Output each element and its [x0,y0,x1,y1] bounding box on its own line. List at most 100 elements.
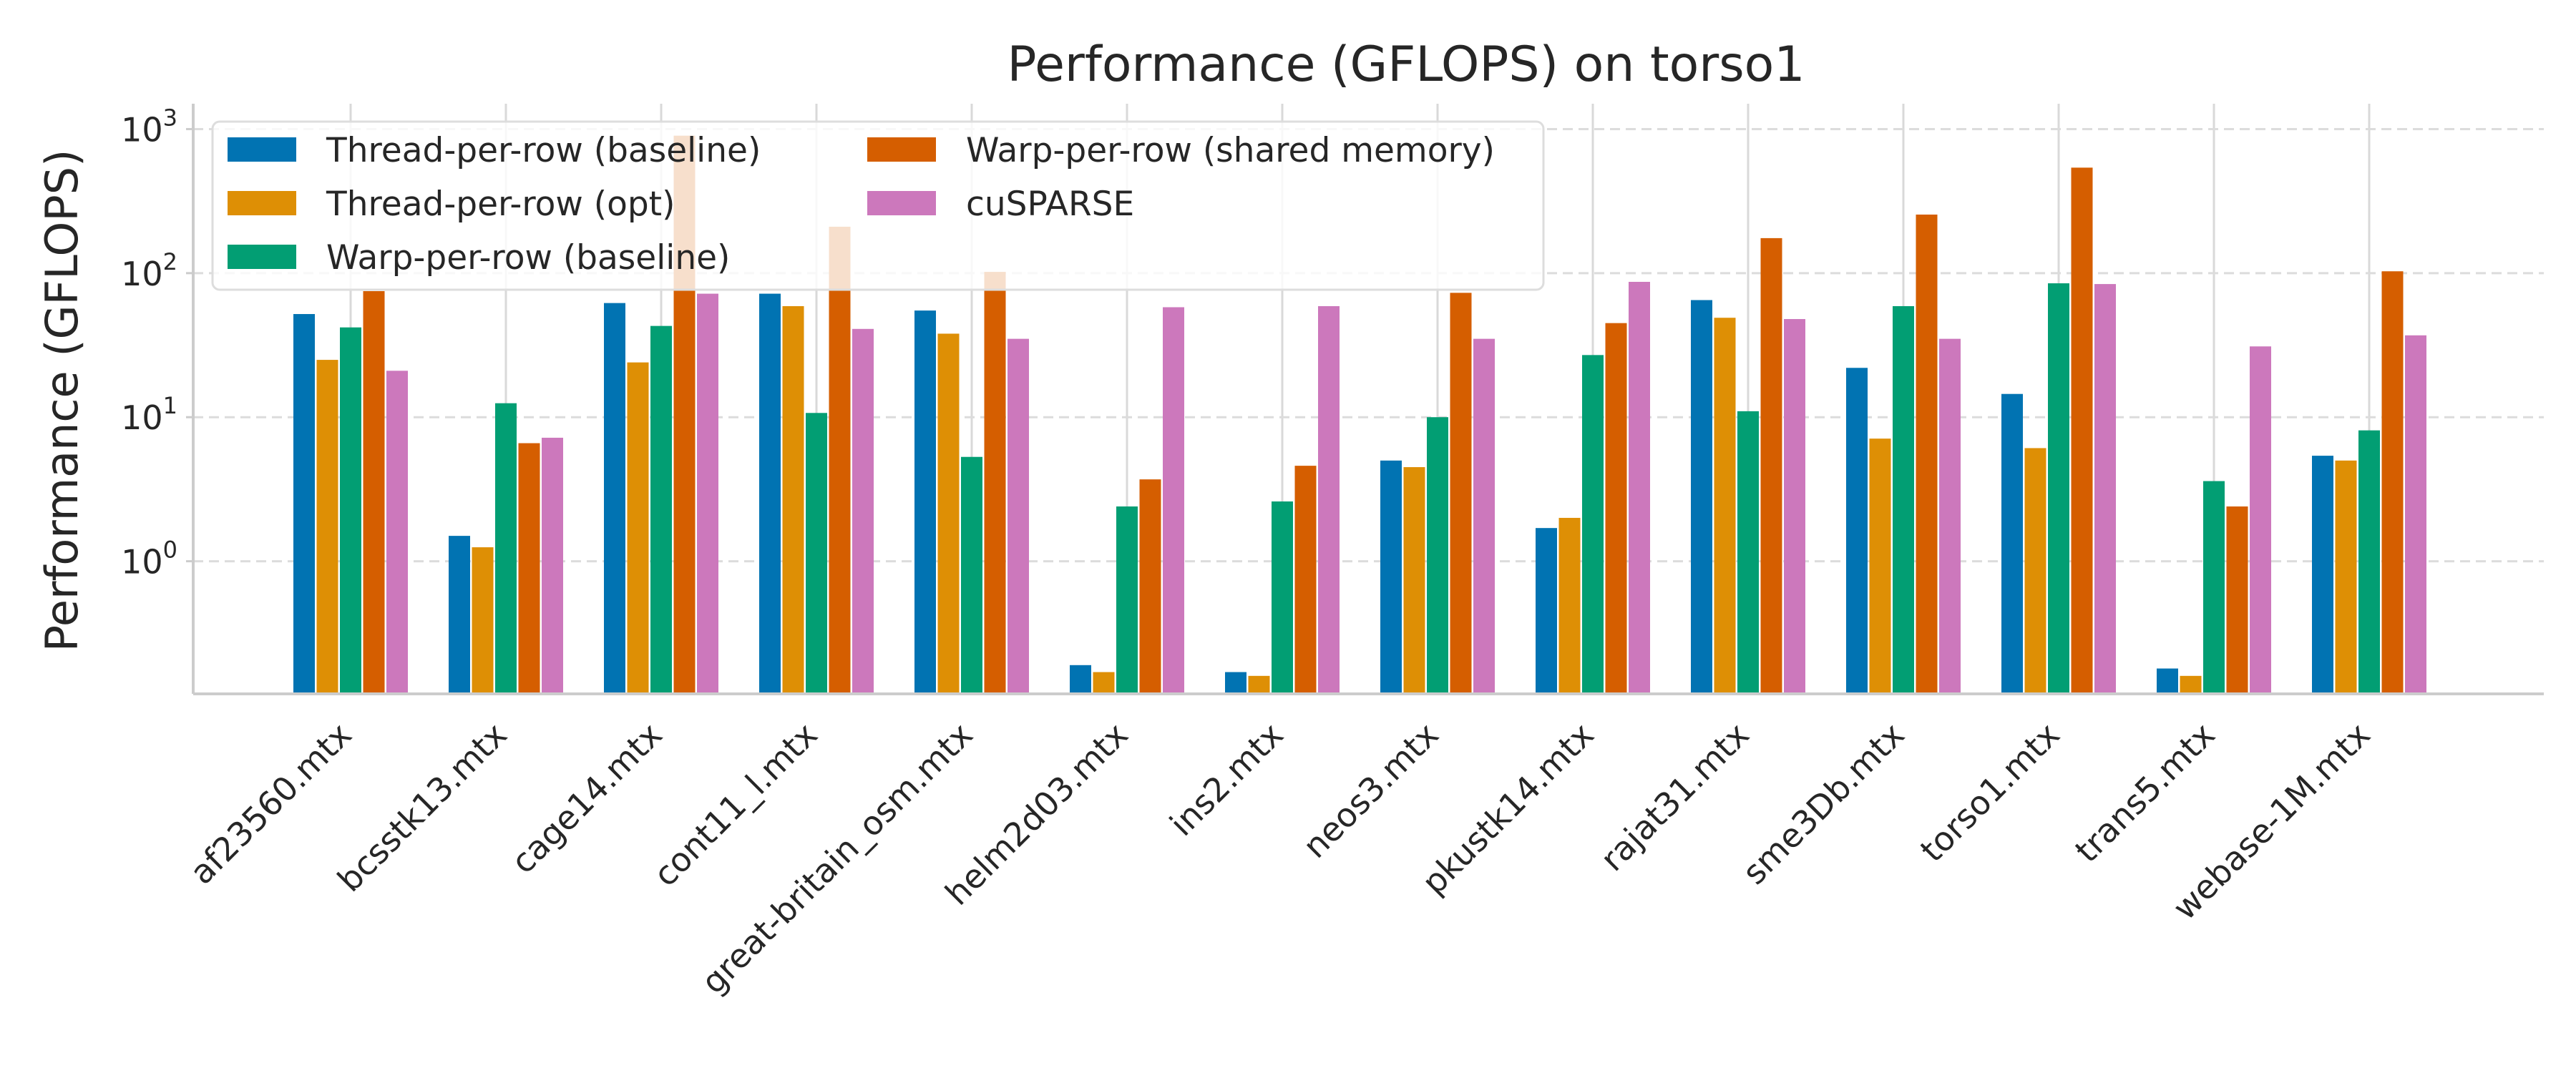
bar [984,272,1006,694]
bar [961,456,982,694]
bar [1070,665,1091,694]
legend: Thread-per-row (baseline) Thread-per-row … [211,120,1545,291]
bar [697,293,718,694]
bar [542,437,563,694]
bar [1846,368,1868,694]
bar [852,328,874,694]
bar [1582,355,1604,694]
x-tick-label: cage14.mtx [504,715,670,881]
legend-swatch [228,191,296,215]
x-tick-label: af23560.mtx [182,715,359,892]
y-axis-label: Performance (GFLOPS) [36,150,88,652]
legend-swatch [867,137,936,162]
bar [829,226,851,694]
bar [914,310,936,694]
bar [2024,448,2046,694]
x-tick-label: great-britain_osm.mtx [694,715,980,1001]
bar [2180,675,2202,694]
bar [2312,456,2333,694]
legend-label: Warp-per-row (baseline) [326,238,730,278]
bar [2358,430,2380,694]
y-tick-label: 103 [121,104,177,149]
bar [1380,460,1402,694]
bar [1916,214,1938,695]
axes-layer [186,104,2544,695]
bar [316,360,338,694]
bar [1294,466,1317,694]
bar [495,403,517,694]
bar [293,314,315,694]
legend-label: cuSPARSE [966,185,1134,224]
bar [1737,411,1759,694]
legend-swatch [228,137,296,162]
bar [2094,284,2116,694]
bar [1225,672,1246,694]
bar [1869,438,1891,694]
bar [1139,479,1161,694]
chart-title: Performance (GFLOPS) on torso1 [1008,36,1805,93]
bar [2250,346,2271,694]
bar [1605,323,1627,694]
x-tick-label: sme3Db.mtx [1735,715,1912,892]
bar [806,413,827,694]
bar [627,362,649,694]
bar [1008,338,1029,694]
bar [1939,338,1961,694]
bar [386,371,408,694]
y-tick-label: 101 [121,392,177,437]
bar [2335,460,2357,694]
bar [1558,517,1581,694]
legend-swatch [867,191,936,215]
bar [1163,307,1184,694]
bar [1536,528,1557,694]
bar [1272,501,1293,694]
bar [449,536,470,694]
legend-swatch [228,245,296,269]
bar [472,547,494,694]
bar [2048,283,2069,694]
bar [518,443,540,694]
bar [363,290,385,694]
bar [1318,305,1340,694]
bar [782,305,804,694]
bar [2381,271,2404,694]
x-tick-label: neos3.mtx [1295,715,1445,866]
legend-label: Warp-per-row (shared memory) [966,131,1495,170]
bar [1427,417,1448,694]
bar [340,327,361,695]
bar [937,333,960,694]
bar [1403,467,1425,694]
x-tick-label: ins2.mtx [1162,715,1291,844]
x-tick-label: trans5.mtx [2067,715,2223,871]
bar [759,293,781,694]
bar [1714,318,1736,694]
bar [2405,335,2426,694]
bar [2001,393,2023,694]
y-tick-label: 100 [121,536,177,582]
y-tick-labels: 100 101 102 103 [121,104,177,581]
y-tick-label: 102 [121,248,177,293]
bar [2226,506,2248,694]
bar [604,303,625,695]
bar [1629,282,1650,694]
bar [1093,672,1115,694]
bar [1116,506,1138,694]
x-tick-label: cont11_l.mtx [646,715,825,894]
x-tick-label: rajat31.mtx [1593,715,1757,879]
bar [1450,293,1472,694]
legend-label: Thread-per-row (opt) [326,185,675,224]
bar [2203,481,2225,694]
bar [2157,668,2178,694]
x-tick-labels: af23560.mtxbcsstk13.mtxcage14.mtxcont11_… [182,715,2378,1001]
bar [1248,675,1270,694]
x-tick-label: torso1.mtx [1913,715,2067,870]
bar [2071,167,2093,695]
bar [1784,319,1805,694]
bar [650,325,672,695]
legend-label: Thread-per-row (baseline) [326,131,761,170]
bar [1893,305,1914,694]
bar [1473,338,1495,694]
bar [1691,300,1712,694]
bar [1760,237,1782,694]
